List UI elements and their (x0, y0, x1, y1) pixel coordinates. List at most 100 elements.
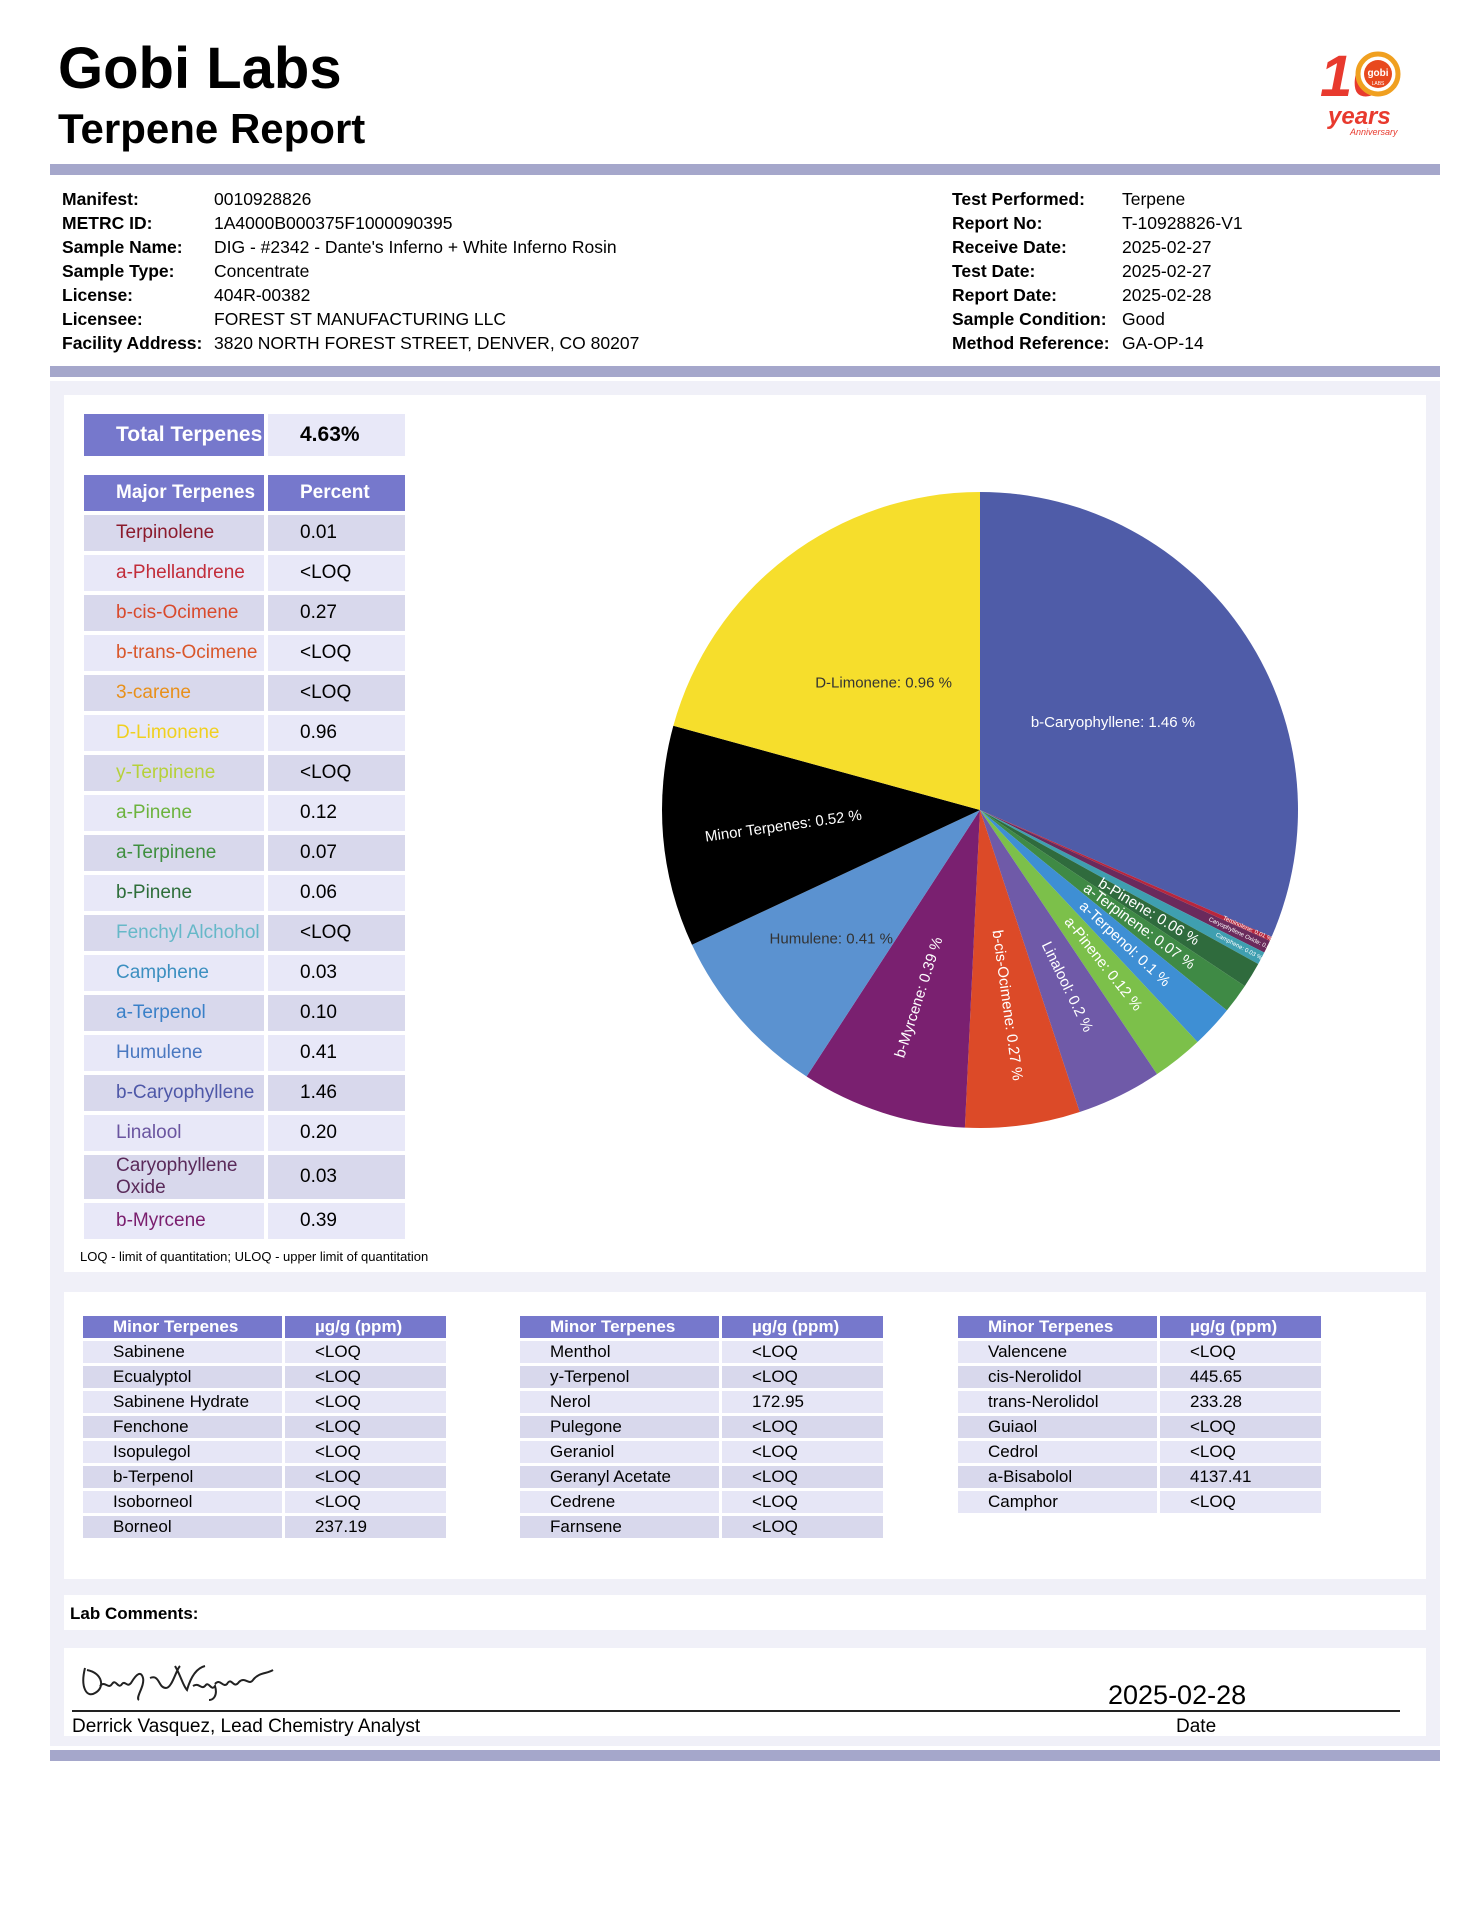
terpene-percent: 0.01 (268, 515, 405, 551)
minor-header-unit: µg/g (ppm) (285, 1316, 446, 1338)
terpene-percent: 0.41 (268, 1035, 405, 1071)
terpene-name: Humulene (84, 1035, 264, 1071)
minor-terpene-name: b-Terpenol (83, 1466, 282, 1488)
logo-anniversary: Anniversary (1349, 127, 1398, 137)
minor-terpene-row: Isopulegol <LOQ (83, 1441, 446, 1463)
major-table-header: Major Terpenes Percent (84, 475, 405, 511)
terpene-percent: 0.27 (268, 595, 405, 631)
meta-value: Concentrate (214, 261, 310, 281)
major-terpene-row: y-Terpinene <LOQ (84, 755, 405, 791)
signature-date: 2025-02-28 (1108, 1680, 1247, 1710)
minor-terpene-name: Geraniol (520, 1441, 719, 1463)
minor-terpene-row: Pulegone <LOQ (520, 1416, 883, 1438)
minor-table-header: Minor Terpenes µg/g (ppm) (958, 1316, 1321, 1338)
meta-row: Sample Name: DIG - #2342 - Dante's Infern… (62, 235, 639, 259)
logo-badge-sub: LABS (1372, 81, 1385, 87)
pie-slice (691, 810, 980, 1077)
minor-header-name: Minor Terpenes (520, 1316, 719, 1338)
meta-row: Sample Type: Concentrate (62, 259, 639, 283)
page-title: Gobi Labs (58, 36, 342, 101)
major-terpene-row: 3-carene <LOQ (84, 675, 405, 711)
meta-key: Manifest: (62, 189, 139, 209)
comments-panel (50, 1591, 1440, 1636)
terpene-percent: 0.20 (268, 1115, 405, 1151)
minor-terpene-value: <LOQ (285, 1366, 446, 1388)
terpene-percent: <LOQ (268, 555, 405, 591)
minor-table-header: Minor Terpenes µg/g (ppm) (520, 1316, 883, 1338)
minor-terpene-row: trans-Nerolidol 233.28 (958, 1391, 1321, 1413)
minor-terpene-value: <LOQ (722, 1366, 883, 1388)
major-terpenes-table: Major Terpenes Percent Terpinolene 0.01 a-… (80, 471, 409, 1243)
meta-row: Sample Condition: Good (952, 307, 1243, 331)
pie-slice (980, 810, 1270, 953)
minor-terpene-row: Cedrene <LOQ (520, 1491, 883, 1513)
terpene-percent: 0.39 (268, 1203, 405, 1239)
major-terpene-row: Linalool 0.20 (84, 1115, 405, 1151)
terpene-percent: 1.46 (268, 1075, 405, 1111)
date-label: Date (1176, 1716, 1217, 1737)
pie-slice (806, 810, 980, 1128)
minor-terpene-row: Borneol 237.19 (83, 1516, 446, 1538)
minor-terpene-name: Pulegone (520, 1416, 719, 1438)
minor-terpene-value: <LOQ (285, 1466, 446, 1488)
terpene-name: b-trans-Ocimene (84, 635, 264, 671)
terpene-name: a-Terpenol (84, 995, 264, 1031)
meta-value: DIG - #2342 - Dante's Inferno + White In… (214, 237, 617, 257)
pie-slice (980, 810, 1158, 1112)
terpene-percent: <LOQ (268, 675, 405, 711)
minor-terpene-name: Cedrene (520, 1491, 719, 1513)
meta-key: Sample Name: (62, 237, 183, 257)
meta-row: Method Reference: GA-OP-14 (952, 331, 1243, 355)
divider-bottom (50, 1750, 1440, 1761)
terpene-name: b-Myrcene (84, 1203, 264, 1239)
meta-left: Manifest: 0010928826 METRC ID: 1A4000B00037… (62, 187, 639, 355)
minor-terpene-row: Fenchone <LOQ (83, 1416, 446, 1438)
minor-terpenes-table: Minor Terpenes µg/g (ppm) Valencene <LOQ cis… (955, 1313, 1324, 1516)
major-header-percent: Percent (268, 475, 405, 511)
minor-terpene-value: <LOQ (1160, 1416, 1321, 1438)
minor-terpene-name: Camphor (958, 1491, 1157, 1513)
meta-value: 2025-02-27 (1122, 237, 1212, 257)
minor-terpene-value: <LOQ (722, 1441, 883, 1463)
minor-terpene-row: Sabinene Hydrate <LOQ (83, 1391, 446, 1413)
major-terpene-row: b-Caryophyllene 1.46 (84, 1075, 405, 1111)
pie-slice (980, 810, 1245, 1011)
terpene-percent: 0.07 (268, 835, 405, 871)
minor-terpene-name: Guiaol (958, 1416, 1157, 1438)
minor-terpene-name: cis-Nerolidol (958, 1366, 1157, 1388)
logo-badge-text: gobi (1367, 68, 1388, 79)
minor-terpene-value: <LOQ (1160, 1341, 1321, 1363)
minor-terpene-value: 4137.41 (1160, 1466, 1321, 1488)
pie-slice (980, 810, 1272, 941)
meta-key: License: (62, 285, 133, 305)
terpene-name: Terpinolene (84, 515, 264, 551)
minor-terpene-row: Isoborneol <LOQ (83, 1491, 446, 1513)
minor-terpene-value: <LOQ (1160, 1441, 1321, 1463)
pie-slice-label: D-Limonene: 0.96 % (815, 675, 952, 692)
minor-terpene-row: Nerol 172.95 (520, 1391, 883, 1413)
meta-key: Sample Condition: (952, 309, 1107, 329)
meta-value: Terpene (1122, 189, 1186, 209)
meta-row: Manifest: 0010928826 (62, 187, 639, 211)
meta-row: License: 404R-00382 (62, 283, 639, 307)
minor-terpene-name: Valencene (958, 1341, 1157, 1363)
minor-terpene-name: Farnsene (520, 1516, 719, 1538)
major-terpene-row: a-Phellandrene <LOQ (84, 555, 405, 591)
major-terpene-row: a-Terpinene 0.07 (84, 835, 405, 871)
meta-row: Report No: T-10928826-V1 (952, 211, 1243, 235)
total-terpenes-value: 4.63% (268, 414, 405, 456)
minor-terpene-value: <LOQ (285, 1416, 446, 1438)
report-subtitle: Terpene Report (58, 105, 366, 152)
terpene-name: a-Terpinene (84, 835, 264, 871)
minor-terpene-value: <LOQ (722, 1416, 883, 1438)
minor-terpene-value: <LOQ (285, 1341, 446, 1363)
major-terpene-row: a-Pinene 0.12 (84, 795, 405, 831)
meta-key: Test Performed: (952, 189, 1085, 209)
minor-terpene-row: Valencene <LOQ (958, 1341, 1321, 1363)
minor-header-unit: µg/g (ppm) (1160, 1316, 1321, 1338)
pie-slice (980, 810, 1259, 987)
terpene-name: y-Terpinene (84, 755, 264, 791)
minor-terpene-name: Isoborneol (83, 1491, 282, 1513)
major-terpene-row: Humulene 0.41 (84, 1035, 405, 1071)
terpene-percent: <LOQ (268, 635, 405, 671)
